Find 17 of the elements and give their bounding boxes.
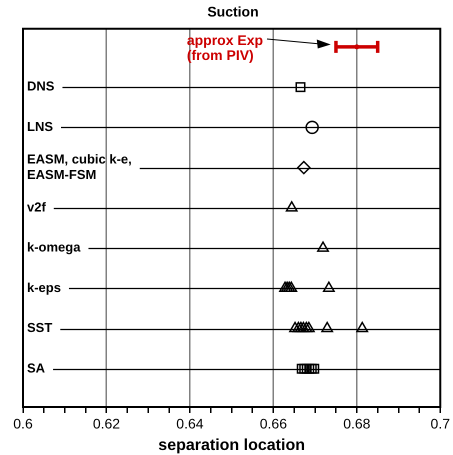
x-tick-label: 0.7 — [430, 415, 450, 432]
x-tick-label: 0.66 — [260, 415, 288, 432]
y-tick-label: EASM, cubic k-e, EASM-FSM — [27, 151, 132, 182]
y-tick-label: v2f — [27, 199, 46, 214]
x-axis-title: separation location — [158, 436, 305, 454]
chart-title: Suction — [207, 3, 259, 20]
x-tick-label: 0.64 — [176, 415, 204, 432]
y-tick-label: k-eps — [27, 280, 61, 295]
annotation: approx Exp (from PIV) — [186, 32, 264, 63]
y-tick-label: DNS — [27, 78, 55, 94]
x-tick-label: 0.6 — [13, 415, 33, 432]
y-tick-label: SST — [27, 320, 52, 336]
y-tick-label: LNS — [27, 118, 54, 134]
y-tick-label: SA — [27, 360, 46, 376]
x-tick-label: 0.62 — [92, 415, 120, 432]
x-tick-label: 0.68 — [343, 415, 371, 432]
y-tick-label: k-omega — [27, 240, 82, 255]
